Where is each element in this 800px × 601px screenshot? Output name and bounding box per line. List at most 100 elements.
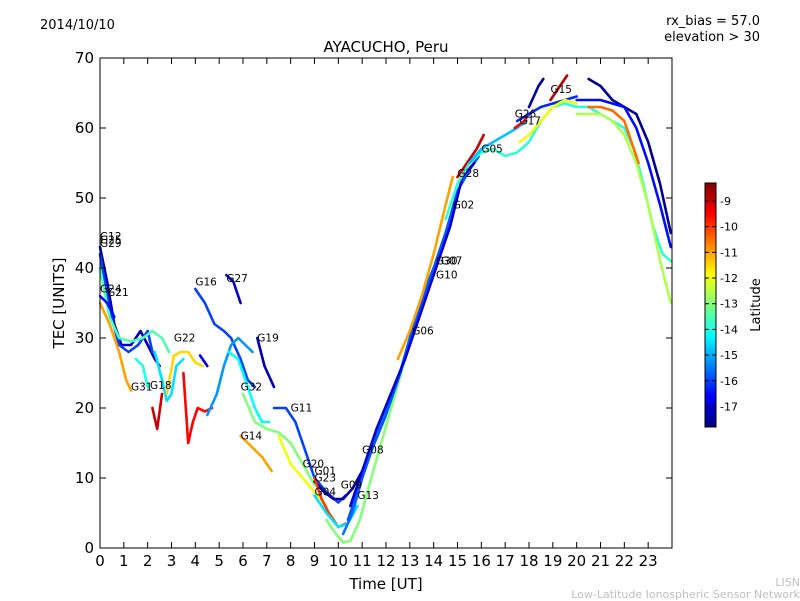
satellite-label: G19 — [257, 333, 279, 345]
satellite-label: G30 — [436, 256, 458, 268]
x-tick-label: 6 — [238, 552, 248, 570]
y-tick-label: 60 — [75, 119, 94, 137]
tec-series-line — [198, 354, 209, 368]
colorbar-tick-label: -10 — [720, 221, 738, 234]
tec-series-line — [98, 266, 171, 354]
colorbar — [704, 182, 717, 428]
tec-series-line — [456, 133, 486, 179]
satellite-label: G12 — [100, 231, 122, 243]
satellite-label: G15 — [550, 84, 572, 96]
satellite-label: G17 — [519, 116, 541, 128]
colorbar-label: Latitude — [749, 278, 764, 332]
satellite-label: G09 — [341, 480, 363, 492]
tec-series-line — [272, 406, 347, 504]
tec-series-line — [239, 434, 273, 473]
elevation-label: elevation > 30 — [664, 30, 760, 45]
tec-series-line — [313, 469, 364, 501]
footer-brand: LISN — [775, 576, 800, 589]
colorbar-tick-label: -15 — [720, 349, 738, 362]
colorbar-ticks: -9 -10 -11 -12 -13 -14 -15 -16 -17 — [705, 195, 738, 413]
date-label: 2014/10/10 — [40, 18, 115, 33]
satellite-label: G02 — [453, 200, 475, 212]
satellite-label: G21 — [107, 287, 128, 299]
x-tick-label: 14 — [424, 552, 443, 570]
x-tick-label: 17 — [496, 552, 515, 570]
tec-series-line — [182, 371, 214, 445]
y-tick-label: 10 — [75, 469, 94, 487]
tec-series-line — [98, 245, 161, 368]
tec-series-line — [348, 161, 476, 508]
y-tick-label: 40 — [75, 259, 94, 277]
tec-series-line — [396, 175, 455, 361]
tec-series-line — [587, 105, 640, 165]
tec-series-line — [151, 392, 164, 431]
x-tick-label: 1 — [119, 552, 129, 570]
tec-series-line — [206, 336, 254, 417]
x-tick-label: 18 — [519, 552, 538, 570]
tec-series-line — [165, 350, 204, 396]
tec-series-line — [194, 287, 257, 389]
x-tick-label: 16 — [472, 552, 491, 570]
x-tick-label: 5 — [214, 552, 224, 570]
tec-series-line — [325, 315, 419, 544]
tec-series-line — [468, 119, 528, 165]
tec-series-line — [98, 301, 133, 392]
y-tick-label: 20 — [75, 399, 94, 417]
satellite-label: G08 — [362, 445, 384, 457]
x-tick-label: 2 — [143, 552, 153, 570]
x-tick-label: 22 — [615, 552, 634, 570]
satellite-label: G06 — [412, 326, 434, 338]
satellite-label: G27 — [226, 273, 248, 285]
y-tick-label: 0 — [84, 539, 94, 557]
x-axis-label: Time [UT] — [348, 575, 422, 593]
satellite-label: G13 — [357, 490, 379, 502]
tec-series-line — [227, 350, 271, 424]
y-axis-label: TEC [UNITS] — [50, 258, 68, 350]
x-tick-label: 21 — [591, 552, 610, 570]
tec-series-line — [575, 98, 673, 249]
x-tick-label: 3 — [167, 552, 177, 570]
satellite-label: G22 — [174, 333, 196, 345]
satellite-label: G07 — [441, 256, 463, 268]
tec-series-line — [549, 74, 569, 102]
satellite-label: G28 — [458, 168, 480, 180]
colorbar-tick-label: -9 — [720, 195, 731, 208]
satellite-label: G29 — [100, 238, 122, 250]
satellite-label: G14 — [241, 431, 263, 443]
colorbar-tick-label: -13 — [720, 298, 738, 311]
y-tick-label: 70 — [75, 49, 94, 67]
x-tick-label: 12 — [376, 552, 395, 570]
x-tick-label: 23 — [639, 552, 658, 570]
x-tick-label: 13 — [400, 552, 419, 570]
tec-series-line — [255, 336, 276, 389]
x-tick-label: 7 — [262, 552, 272, 570]
chart-title: AYACUCHO, Peru — [323, 38, 448, 56]
colorbar-tick-label: -16 — [720, 375, 738, 388]
tec-series-line — [575, 112, 673, 305]
tec-series-line — [98, 294, 116, 319]
satellite-label: G32 — [241, 382, 263, 394]
x-tick-label: 19 — [543, 552, 562, 570]
colorbar-tick-label: -11 — [720, 246, 738, 259]
satellite-label: G10 — [436, 270, 458, 282]
x-tick-label: 10 — [329, 552, 348, 570]
series-layer — [98, 74, 673, 544]
colorbar-tick-label: -14 — [720, 323, 738, 336]
footer-network: Low-Latitude Ionospheric Sensor Network — [571, 588, 800, 601]
colorbar-tick-label: -12 — [720, 272, 738, 285]
y-tick-label: 50 — [75, 189, 94, 207]
satellite-label: G16 — [195, 277, 217, 289]
colorbar-tick-label: -17 — [720, 400, 738, 413]
y-tick-label: 30 — [75, 329, 94, 347]
bias-label: rx_bias = 57.0 — [666, 14, 760, 29]
x-tick-label: 4 — [191, 552, 201, 570]
satellite-label: G04 — [315, 487, 337, 499]
tec-series-line — [527, 77, 545, 109]
satellite-label: G18 — [150, 380, 172, 392]
satellite-label: G20 — [303, 459, 325, 471]
satellite-label: G25 — [100, 235, 122, 247]
tec-series-line — [587, 77, 673, 235]
x-tick-label: 15 — [448, 552, 467, 570]
